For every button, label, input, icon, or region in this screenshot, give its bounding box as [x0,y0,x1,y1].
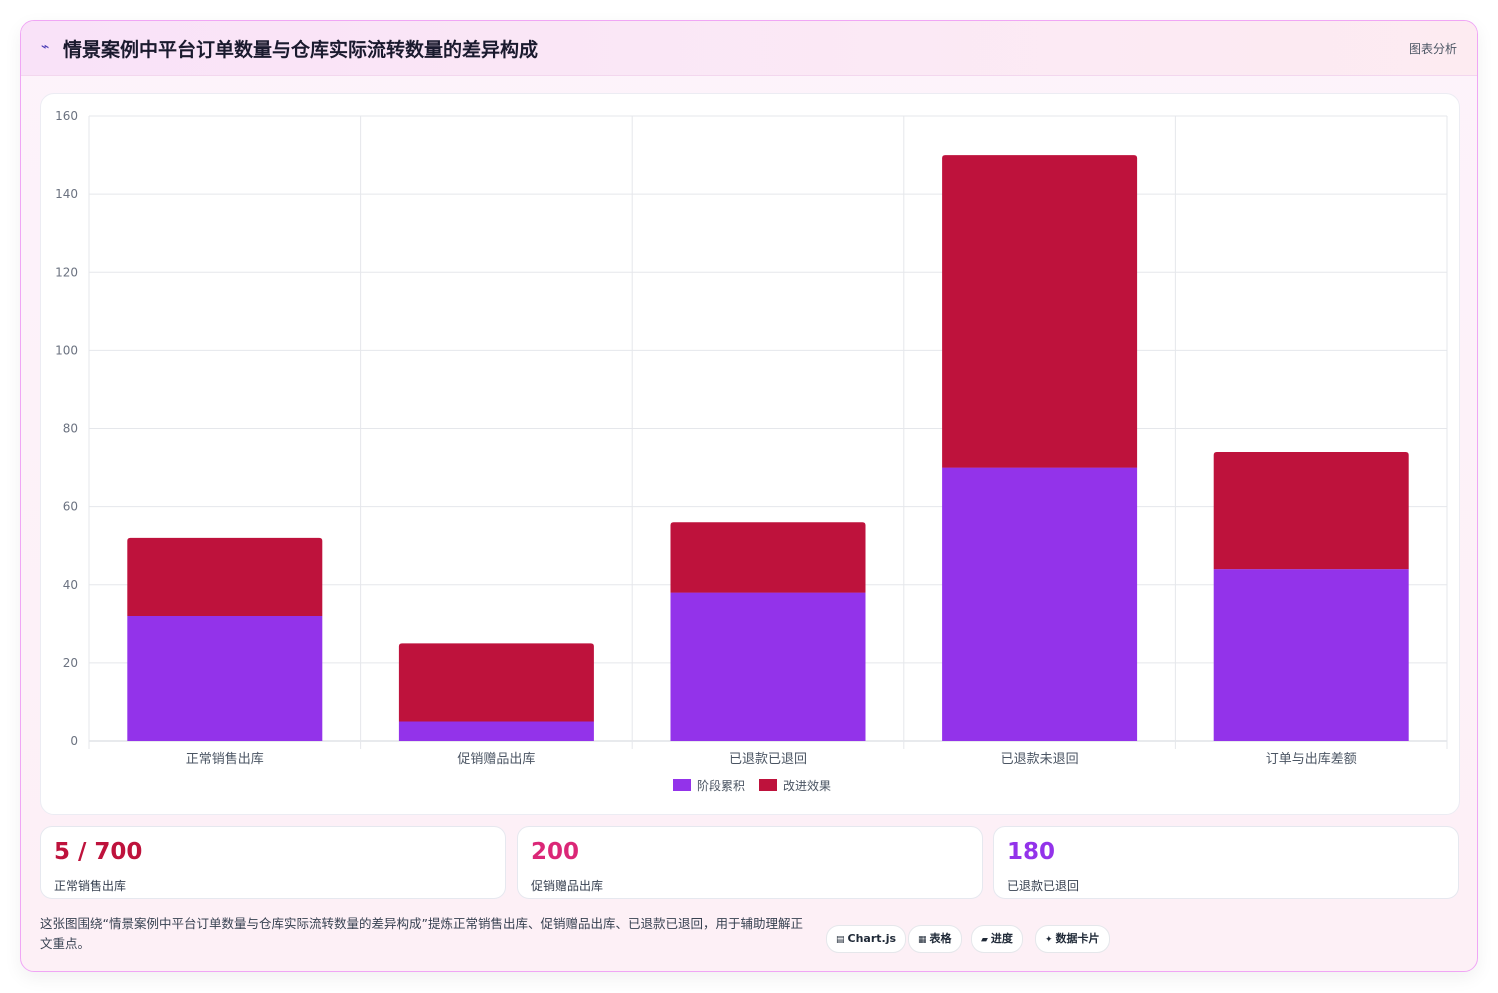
stat-value: 180 [1007,839,1056,865]
chart-description: 这张图围绕“情景案例中平台订单数量与仓库实际流转数量的差异构成”提炼正常销售出库… [40,916,803,951]
card-icon: ✦ [1045,935,1053,945]
card-header: ⌁ 情景案例中平台订单数量与仓库实际流转数量的差异构成 图表分析 [21,21,1477,76]
chip-label: 进度 [990,932,1013,945]
legend-swatch [673,779,691,791]
stat-label: 已退款已退回 [1007,879,1080,893]
stat-value: 5 / 700 [54,839,143,865]
chip-label: 表格 [929,932,952,945]
y-tick-label: 160 [55,109,78,123]
chart-card: ⌁ 情景案例中平台订单数量与仓库实际流转数量的差异构成 图表分析 0 20 40 60… [20,20,1478,972]
x-tick-label: 已退款已退回 [729,752,807,767]
x-tick-label: 促销赠品出库 [457,751,535,767]
y-tick-label: 100 [55,343,78,357]
legend-label: 阶段累积 [697,778,745,793]
chip-label: Chart.js [847,932,897,945]
bar-segment [670,522,866,593]
y-tick-label: 20 [63,656,78,670]
x-tick-label: 订单与出库差额 [1266,751,1357,767]
table-icon: ▦ [918,935,927,945]
legend-swatch [759,779,777,791]
stat-value: 200 [531,839,580,865]
y-tick-label: 40 [63,578,78,592]
bar-segment [398,721,594,741]
chart-analysis-button[interactable]: 图表分析 [1408,42,1457,56]
x-tick-label: 已退款未退回 [1001,752,1079,767]
y-tick-label: 120 [55,265,78,279]
stacked-bar-chart: 0 20 40 60 80 100 120 140 160 正常销售出库 促销赠品出库 已退款已退回 已… [55,109,1448,793]
stat-card-promo: 200 促销赠品出库 [517,826,983,899]
legend-label: 改进效果 [783,778,831,793]
chip-table[interactable]: ▦ 表格 [908,925,962,953]
y-tick-label: 80 [63,422,78,436]
y-tick-label: 140 [55,187,78,201]
stat-label: 正常销售出库 [54,879,127,893]
bar-segment [127,616,323,741]
chip-data-card[interactable]: ✦ 数据卡片 [1035,925,1110,953]
bar-segment [670,592,866,741]
stat-card-normal-sales: 5 / 700 正常销售出库 [40,826,506,899]
chart-icon: ▤ [836,935,845,945]
bar-segment [1213,569,1409,741]
chart-title: 情景案例中平台订单数量与仓库实际流转数量的差异构成 [63,39,539,61]
bar-segment [1213,451,1409,570]
chip-label: 数据卡片 [1055,932,1100,945]
bar-segment [942,467,1138,741]
bar-segment [398,643,594,722]
chart-panel: 0 20 40 60 80 100 120 140 160 正常销售出库 促销赠品出库 已退款已退回 已… [40,93,1460,815]
y-tick-label: 0 [70,734,78,748]
sparkline-icon: ⌁ [41,39,50,55]
stat-card-refund-returned: 180 已退款已退回 [993,826,1459,899]
progress-icon: ▰ [981,935,988,945]
chip-progress[interactable]: ▰ 进度 [971,925,1023,953]
chip-chartjs[interactable]: ▤ Chart.js [826,925,907,953]
y-tick-label: 60 [63,500,78,514]
x-tick-label: 正常销售出库 [186,751,264,767]
bar-segment [942,155,1138,468]
stat-label: 促销赠品出库 [531,879,604,893]
bar-segment [127,537,323,616]
